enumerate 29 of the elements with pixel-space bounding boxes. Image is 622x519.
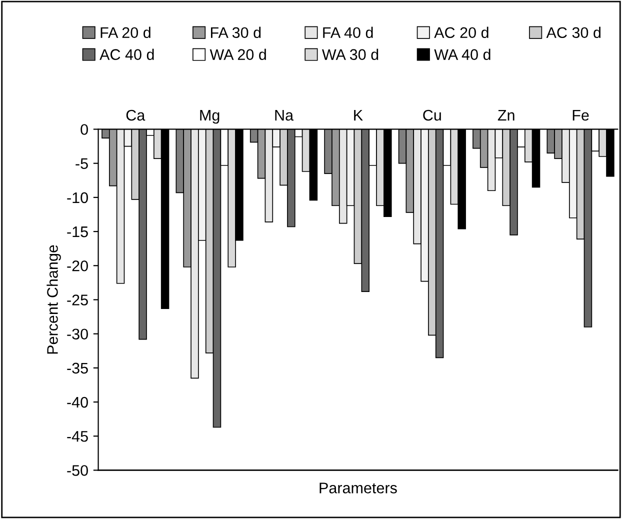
- y-tick-label: -30: [67, 328, 88, 340]
- legend-label: AC 30 d: [546, 26, 600, 38]
- y-tick-label: -25: [67, 294, 88, 306]
- y-tick-label: 0: [80, 124, 88, 135]
- x-tick-label: Mg: [200, 110, 220, 124]
- y-tick-label: -50: [67, 465, 88, 476]
- x-tick-label: K: [354, 110, 363, 121]
- x-axis-title: Parameters: [320, 482, 397, 494]
- x-tick-label: Fe: [572, 110, 589, 121]
- legend-label: FA 40 d: [323, 26, 373, 38]
- legend-label: FA 20 d: [100, 26, 150, 38]
- x-tick-label: Ca: [126, 110, 146, 121]
- y-tick-label: -5: [76, 158, 88, 170]
- legend-label: WA 20 d: [210, 48, 266, 60]
- y-tick-label: -35: [67, 362, 88, 374]
- y-tick-label: -40: [67, 396, 88, 408]
- y-tick-label: -45: [67, 431, 88, 442]
- y-tick-label: -10: [67, 192, 88, 204]
- legend-label: WA 30 d: [322, 48, 378, 60]
- x-tick-label: Zn: [498, 110, 514, 121]
- x-tick-label: Cu: [423, 110, 441, 121]
- y-tick-label: -20: [67, 260, 88, 272]
- y-axis-title: Percent Change: [46, 245, 61, 354]
- y-tick-label: -15: [67, 226, 88, 238]
- x-tick-label: Na: [275, 110, 294, 121]
- legend-label: AC 40 d: [100, 48, 154, 60]
- legend-label: FA 30 d: [210, 26, 261, 38]
- legend-label: WA 40 d: [434, 48, 490, 60]
- legend-label: AC 20 d: [434, 26, 488, 38]
